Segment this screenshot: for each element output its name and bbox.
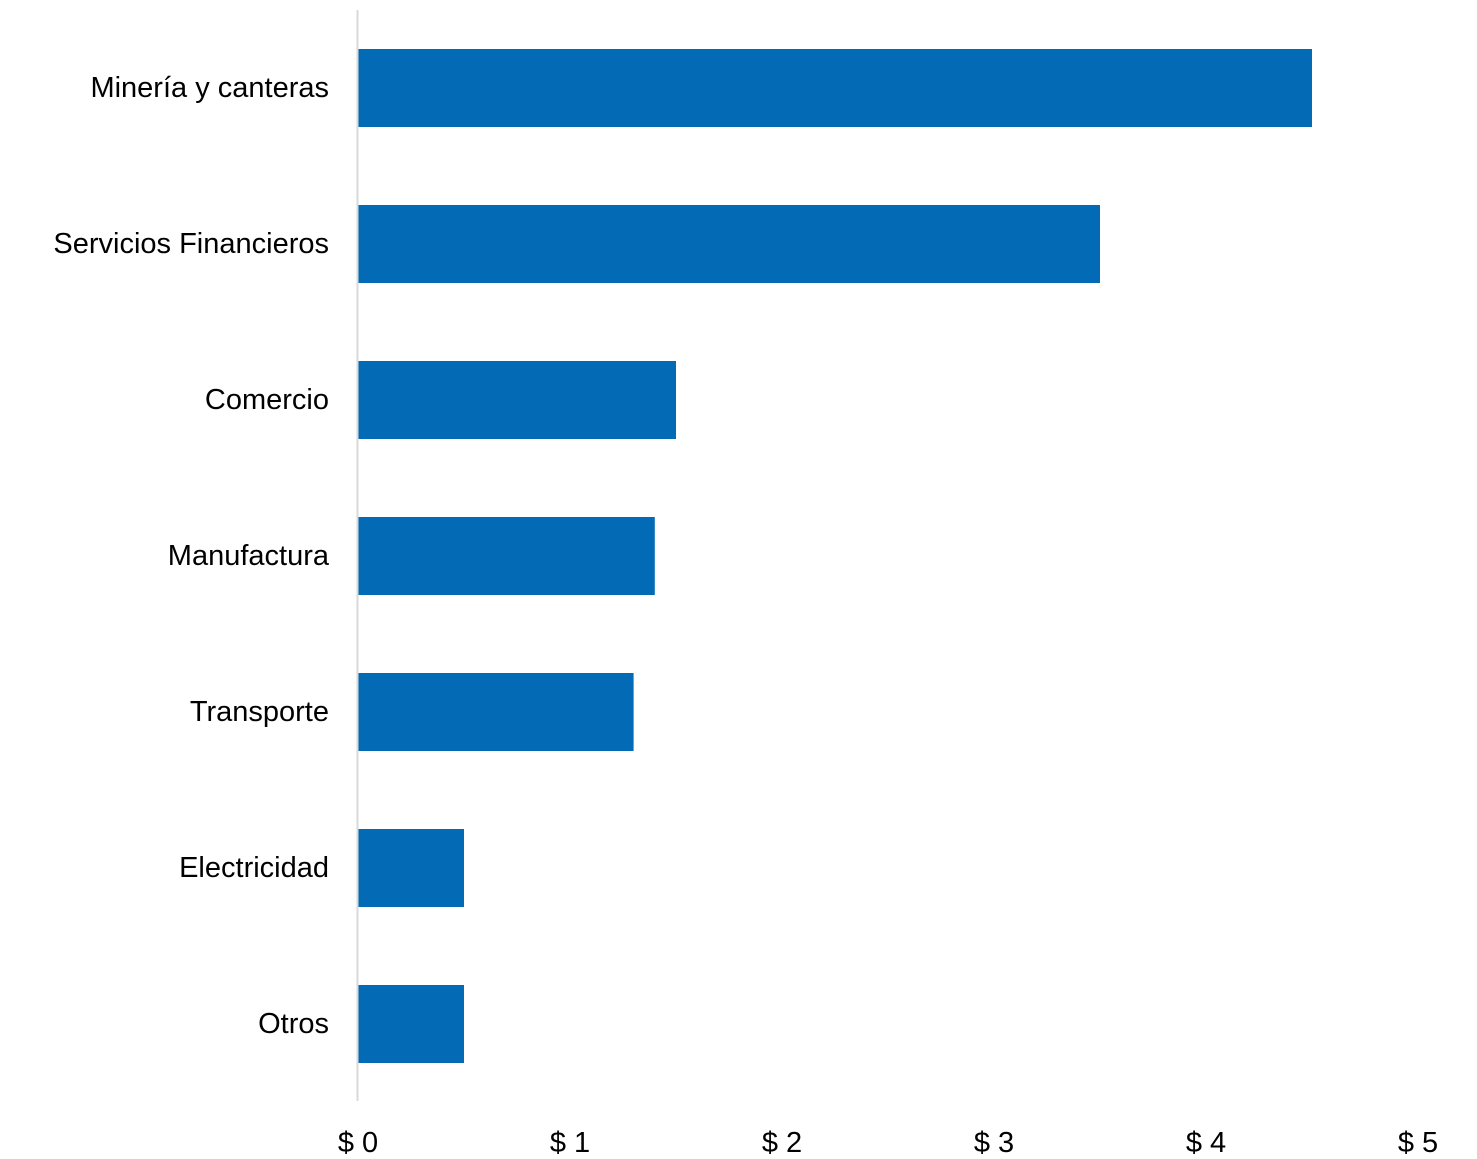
bar-1 bbox=[358, 205, 1100, 283]
category-label: Comercio bbox=[205, 384, 329, 416]
x-tick-label: $ 5 bbox=[1398, 1127, 1438, 1159]
x-tick-label: $ 3 bbox=[974, 1127, 1014, 1159]
bars-group bbox=[358, 49, 1312, 1063]
category-label: Manufactura bbox=[168, 540, 330, 572]
x-tick-label: $ 0 bbox=[338, 1127, 378, 1159]
x-tick-label: $ 2 bbox=[762, 1127, 802, 1159]
x-tick-labels: $ 0 $ 1 $ 2 $ 3 $ 4 $ 5 bbox=[338, 1127, 1438, 1159]
category-label: Minería y canteras bbox=[90, 72, 329, 104]
category-labels: Minería y canteras Servicios Financieros C… bbox=[53, 72, 329, 1040]
x-tick-label: $ 1 bbox=[550, 1127, 590, 1159]
bar-4 bbox=[358, 673, 634, 751]
category-label: Servicios Financieros bbox=[53, 228, 329, 260]
x-tick-label: $ 4 bbox=[1186, 1127, 1226, 1159]
bar-5 bbox=[358, 829, 464, 907]
category-label: Transporte bbox=[190, 696, 329, 728]
category-label: Otros bbox=[258, 1008, 329, 1040]
bar-0 bbox=[358, 49, 1312, 127]
bar-2 bbox=[358, 361, 676, 439]
bar-3 bbox=[358, 517, 655, 595]
bar-6 bbox=[358, 985, 464, 1063]
category-label: Electricidad bbox=[179, 852, 329, 884]
